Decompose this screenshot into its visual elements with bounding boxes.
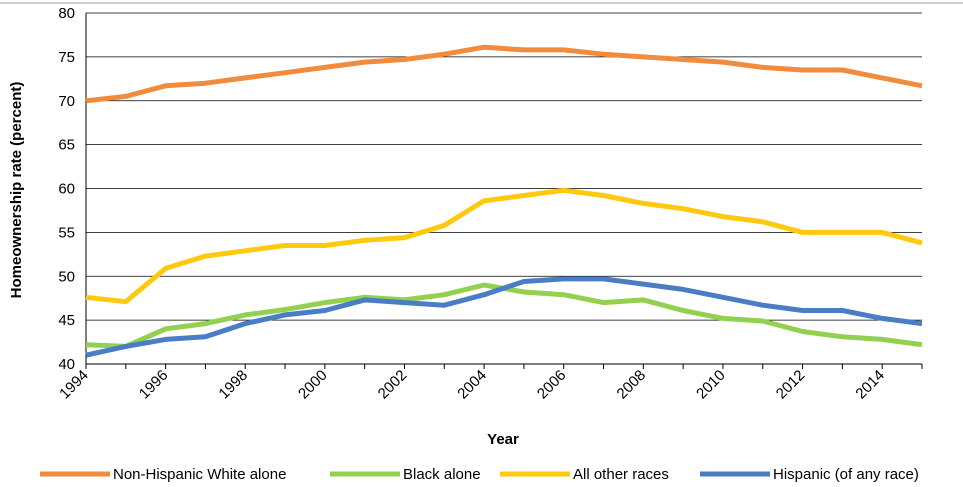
- x-tick-label-2002: 2002: [375, 367, 411, 403]
- x-tick-label-2008: 2008: [614, 367, 650, 403]
- series-lines: [85, 44, 923, 358]
- legend-label-non-hispanic-white-alone: Non-Hispanic White alone: [113, 466, 286, 483]
- gridlines: [86, 12, 922, 321]
- x-tick-label-2000: 2000: [295, 367, 331, 403]
- y-tick-labels: 40 45 50 55 60 65 70 75 80: [58, 5, 75, 373]
- axes: [85, 13, 923, 369]
- y-tick-label-45: 45: [58, 312, 75, 329]
- series-line-non-hispanic-white-alone: [85, 44, 923, 104]
- series-line-hispanic-of-any-race: [85, 276, 923, 358]
- legend-label-all-other-races: All other races: [573, 466, 669, 483]
- x-tick-label-2006: 2006: [534, 367, 570, 403]
- x-tick-label-1998: 1998: [215, 367, 251, 403]
- x-tick-label-2012: 2012: [773, 367, 809, 403]
- y-tick-label-75: 75: [58, 49, 75, 66]
- y-tick-label-65: 65: [58, 137, 75, 154]
- x-tick-label-2014: 2014: [852, 367, 888, 403]
- series-line-all-other-races: [85, 187, 923, 305]
- x-axis-title: Year: [487, 431, 519, 448]
- x-tick-label-2010: 2010: [693, 367, 729, 403]
- y-tick-label-40: 40: [58, 356, 75, 373]
- x-tick-label-2004: 2004: [454, 367, 490, 403]
- y-tick-label-50: 50: [58, 268, 75, 285]
- x-tick-labels: 1994 1996 1998 2000 2002 2004 2006 2008 2010 2012…: [56, 367, 888, 403]
- y-tick-label-80: 80: [58, 5, 75, 22]
- legend-label-hispanic-of-any-race: Hispanic (of any race): [773, 466, 919, 483]
- x-tick-label-1996: 1996: [136, 367, 172, 403]
- legend-label-black-alone: Black alone: [403, 466, 481, 483]
- legend: Non-Hispanic White alone Black alone All o…: [40, 466, 919, 483]
- y-axis-title: Homeownership rate (percent): [8, 82, 25, 299]
- y-tick-label-70: 70: [58, 93, 75, 110]
- y-tick-label-55: 55: [58, 224, 75, 241]
- y-tick-label-60: 60: [58, 181, 75, 198]
